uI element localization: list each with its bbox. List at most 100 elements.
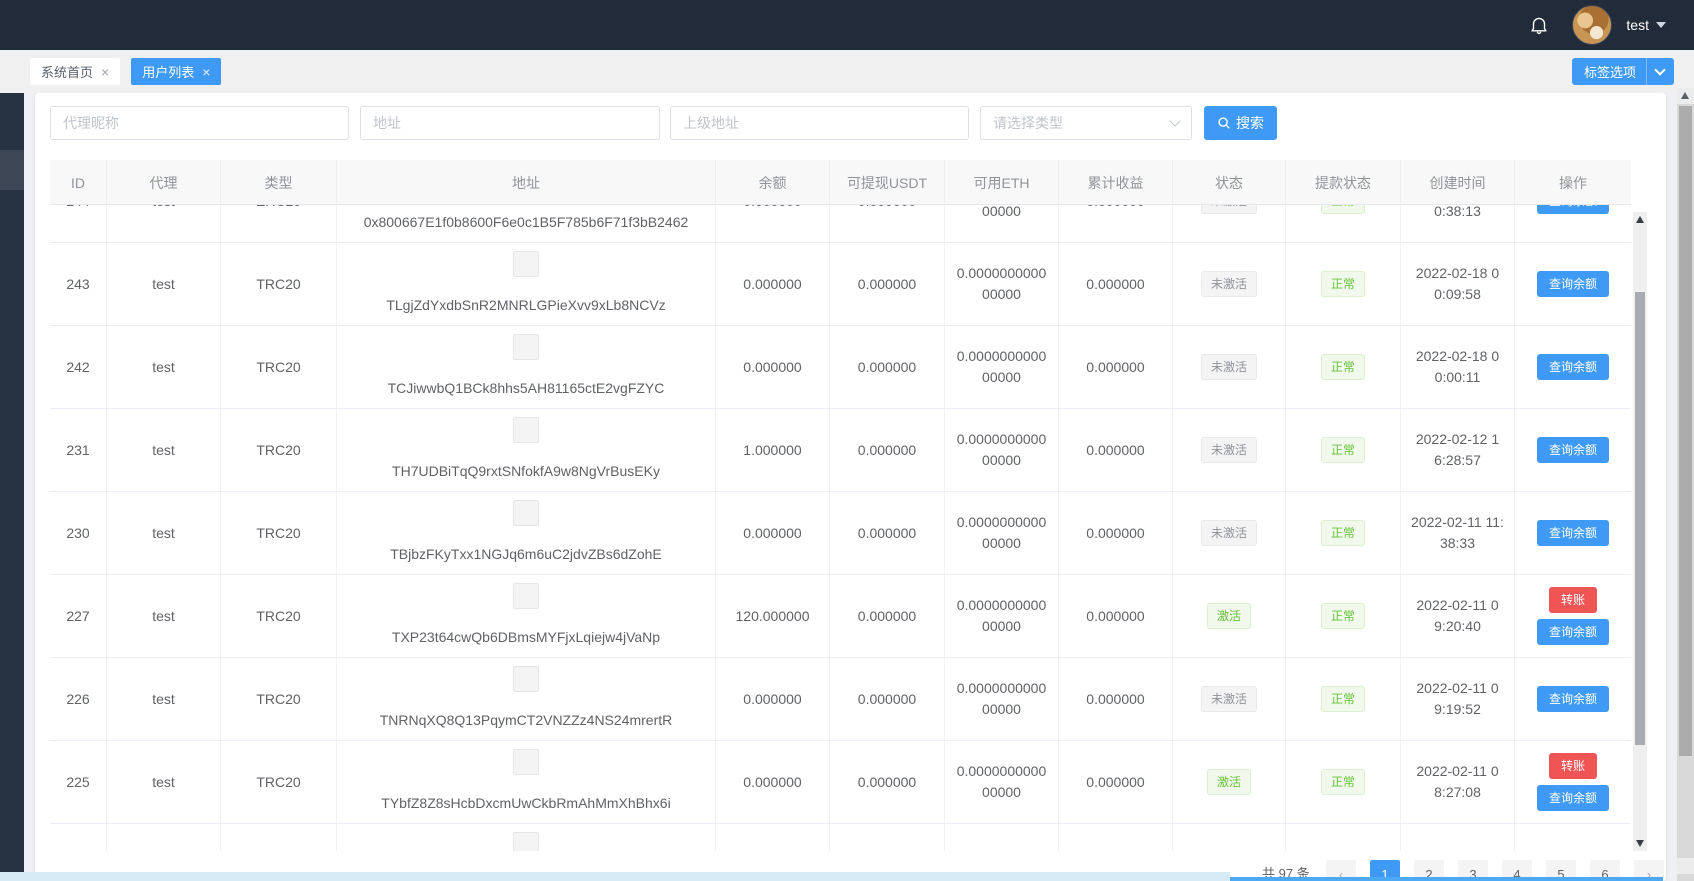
next-page-button[interactable]: ›: [1634, 860, 1664, 881]
scroll-up-cap[interactable]: [1677, 88, 1694, 104]
cell-eth: [945, 824, 1059, 851]
transfer-button[interactable]: 转账: [1548, 587, 1597, 613]
status-badge: 未激活: [1200, 686, 1257, 712]
type-select[interactable]: 请选择类型: [980, 106, 1192, 140]
horizontal-scrollbar-thumb[interactable]: [1230, 877, 1663, 881]
status-badge: 激活: [1206, 603, 1251, 629]
sidebar-active-item[interactable]: [0, 150, 24, 190]
table-row: 242 test TRC20 TCJiwwbQ1BCk8hhs5AH81165ctE2…: [50, 326, 1631, 409]
cell-actions: 查询余额: [1515, 409, 1631, 492]
cell-withdraw-status: 正常: [1286, 741, 1401, 824]
cell-profit: 0.000000: [1059, 575, 1173, 658]
cell-usdt: 0.000000: [830, 243, 945, 326]
scrollbar-thumb[interactable]: [1635, 292, 1645, 745]
cell-status: 未激活: [1173, 326, 1286, 409]
page-button-6[interactable]: 6: [1590, 860, 1620, 881]
scroll-down-arrow-icon[interactable]: [1636, 840, 1644, 847]
cell-profit: 0.000000: [1059, 243, 1173, 326]
scroll-down-cap[interactable]: [1677, 858, 1694, 874]
avatar[interactable]: [1572, 5, 1613, 45]
page-button-2[interactable]: 2: [1414, 860, 1444, 881]
prev-page-button[interactable]: ‹: [1326, 860, 1356, 881]
cell-actions: [1515, 824, 1631, 851]
cell-id: 242: [50, 326, 107, 409]
cell-address: TBjbzFKyTxx1NGJq6m6uC2jdvZBs6dZohE: [337, 492, 716, 575]
cell-type: TRC20: [221, 243, 337, 326]
withdraw-status-badge: 正常: [1320, 520, 1365, 546]
cell-usdt: 0.000000: [830, 741, 945, 824]
scroll-up-arrow-icon[interactable]: [1681, 92, 1689, 99]
query-balance-button[interactable]: 查询余额: [1536, 271, 1609, 297]
query-balance-button[interactable]: 查询余额: [1536, 437, 1609, 463]
cell-created: 2022-02-12 1 6:28:57: [1401, 409, 1515, 492]
cell-status: 未激活: [1173, 409, 1286, 492]
cell-profit: 0.000000: [1059, 409, 1173, 492]
cell-address: TNRNqXQ8Q13PqymCT2VNZZz4NS24mrertR: [337, 658, 716, 741]
cell-status: 未激活: [1173, 243, 1286, 326]
page-button-1[interactable]: 1: [1370, 860, 1400, 881]
cell-agent: test: [107, 658, 221, 741]
withdraw-status-badge: 正常: [1320, 271, 1365, 297]
query-balance-button[interactable]: 查询余额: [1536, 520, 1609, 546]
page-button-5[interactable]: 5: [1546, 860, 1576, 881]
cell-created: 2022-02-11 0 9:19:52: [1401, 658, 1515, 741]
tab-system-home[interactable]: 系统首页 ×: [30, 58, 121, 85]
cell-id: 230: [50, 492, 107, 575]
cell-agent: test: [107, 326, 221, 409]
qr-image-placeholder: [513, 583, 539, 609]
address-text: TYbfZ8Z8sHcbDxcmUwCkbRmAhMmXhBhx6i: [381, 795, 671, 811]
query-balance-button[interactable]: 查询余额: [1536, 619, 1609, 645]
tab-label: 用户列表: [142, 65, 195, 80]
column-header: 余额: [716, 160, 830, 205]
table-scrollbar[interactable]: [1633, 212, 1647, 851]
cell-id: 225: [50, 741, 107, 824]
page-button-4[interactable]: 4: [1502, 860, 1532, 881]
scroll-up-arrow-icon[interactable]: [1636, 216, 1644, 223]
transfer-button[interactable]: 转账: [1548, 753, 1597, 779]
scrollbar-thumb[interactable]: [1679, 106, 1692, 756]
cell-type: TRC20: [221, 658, 337, 741]
tab-user-list[interactable]: 用户列表 ×: [131, 58, 222, 85]
page-button-3[interactable]: 3: [1458, 860, 1488, 881]
cell-usdt: 0.000000: [830, 326, 945, 409]
sidebar-collapsed: [0, 50, 24, 872]
address-input[interactable]: [360, 106, 660, 140]
cell-status: 激活: [1173, 575, 1286, 658]
cell-actions: 转账 查询余额: [1515, 575, 1631, 658]
withdraw-status-badge: 正常: [1320, 769, 1365, 795]
table-row: 226 test TRC20 TNRNqXQ8Q13PqymCT2VNZZz4NS24…: [50, 658, 1631, 741]
query-balance-button[interactable]: 查询余额: [1536, 686, 1609, 712]
search-button[interactable]: 搜索: [1204, 106, 1277, 140]
cell-type: TRC20: [221, 575, 337, 658]
cell-created: 2022-02-11 0 8:27:08: [1401, 741, 1515, 824]
withdraw-status-badge: 正常: [1320, 603, 1365, 629]
column-header: 可用ETH: [945, 160, 1059, 205]
column-header: 状态: [1173, 160, 1286, 205]
cell-balance: 0.000000: [716, 326, 830, 409]
cell-usdt: 0.000000: [830, 575, 945, 658]
address-text: TBjbzFKyTxx1NGJq6m6uC2jdvZBs6dZohE: [390, 546, 662, 562]
divider: [1646, 58, 1647, 85]
close-icon[interactable]: ×: [101, 63, 110, 80]
close-icon[interactable]: ×: [202, 63, 211, 80]
notification-bell-icon[interactable]: [1528, 14, 1550, 36]
user-menu[interactable]: test: [1626, 17, 1666, 33]
horizontal-scrollbar-track[interactable]: [0, 872, 1230, 881]
page-scrollbar[interactable]: [1677, 88, 1694, 881]
cell-balance: 0.000000: [716, 658, 830, 741]
cell-status: [1173, 824, 1286, 851]
column-header: 创建时间: [1401, 160, 1515, 205]
query-balance-button[interactable]: 查询余额: [1536, 354, 1609, 380]
cell-usdt: 0.000000: [830, 409, 945, 492]
tag-options-button[interactable]: 标签选项: [1571, 58, 1674, 85]
status-badge: 未激活: [1200, 271, 1257, 297]
parent-address-input[interactable]: [670, 106, 969, 140]
topbar: test: [0, 0, 1694, 50]
qr-image-placeholder: [513, 417, 539, 443]
agent-nickname-input[interactable]: [50, 106, 349, 140]
cell-status: 激活: [1173, 741, 1286, 824]
query-balance-button[interactable]: 查询余额: [1536, 785, 1609, 811]
